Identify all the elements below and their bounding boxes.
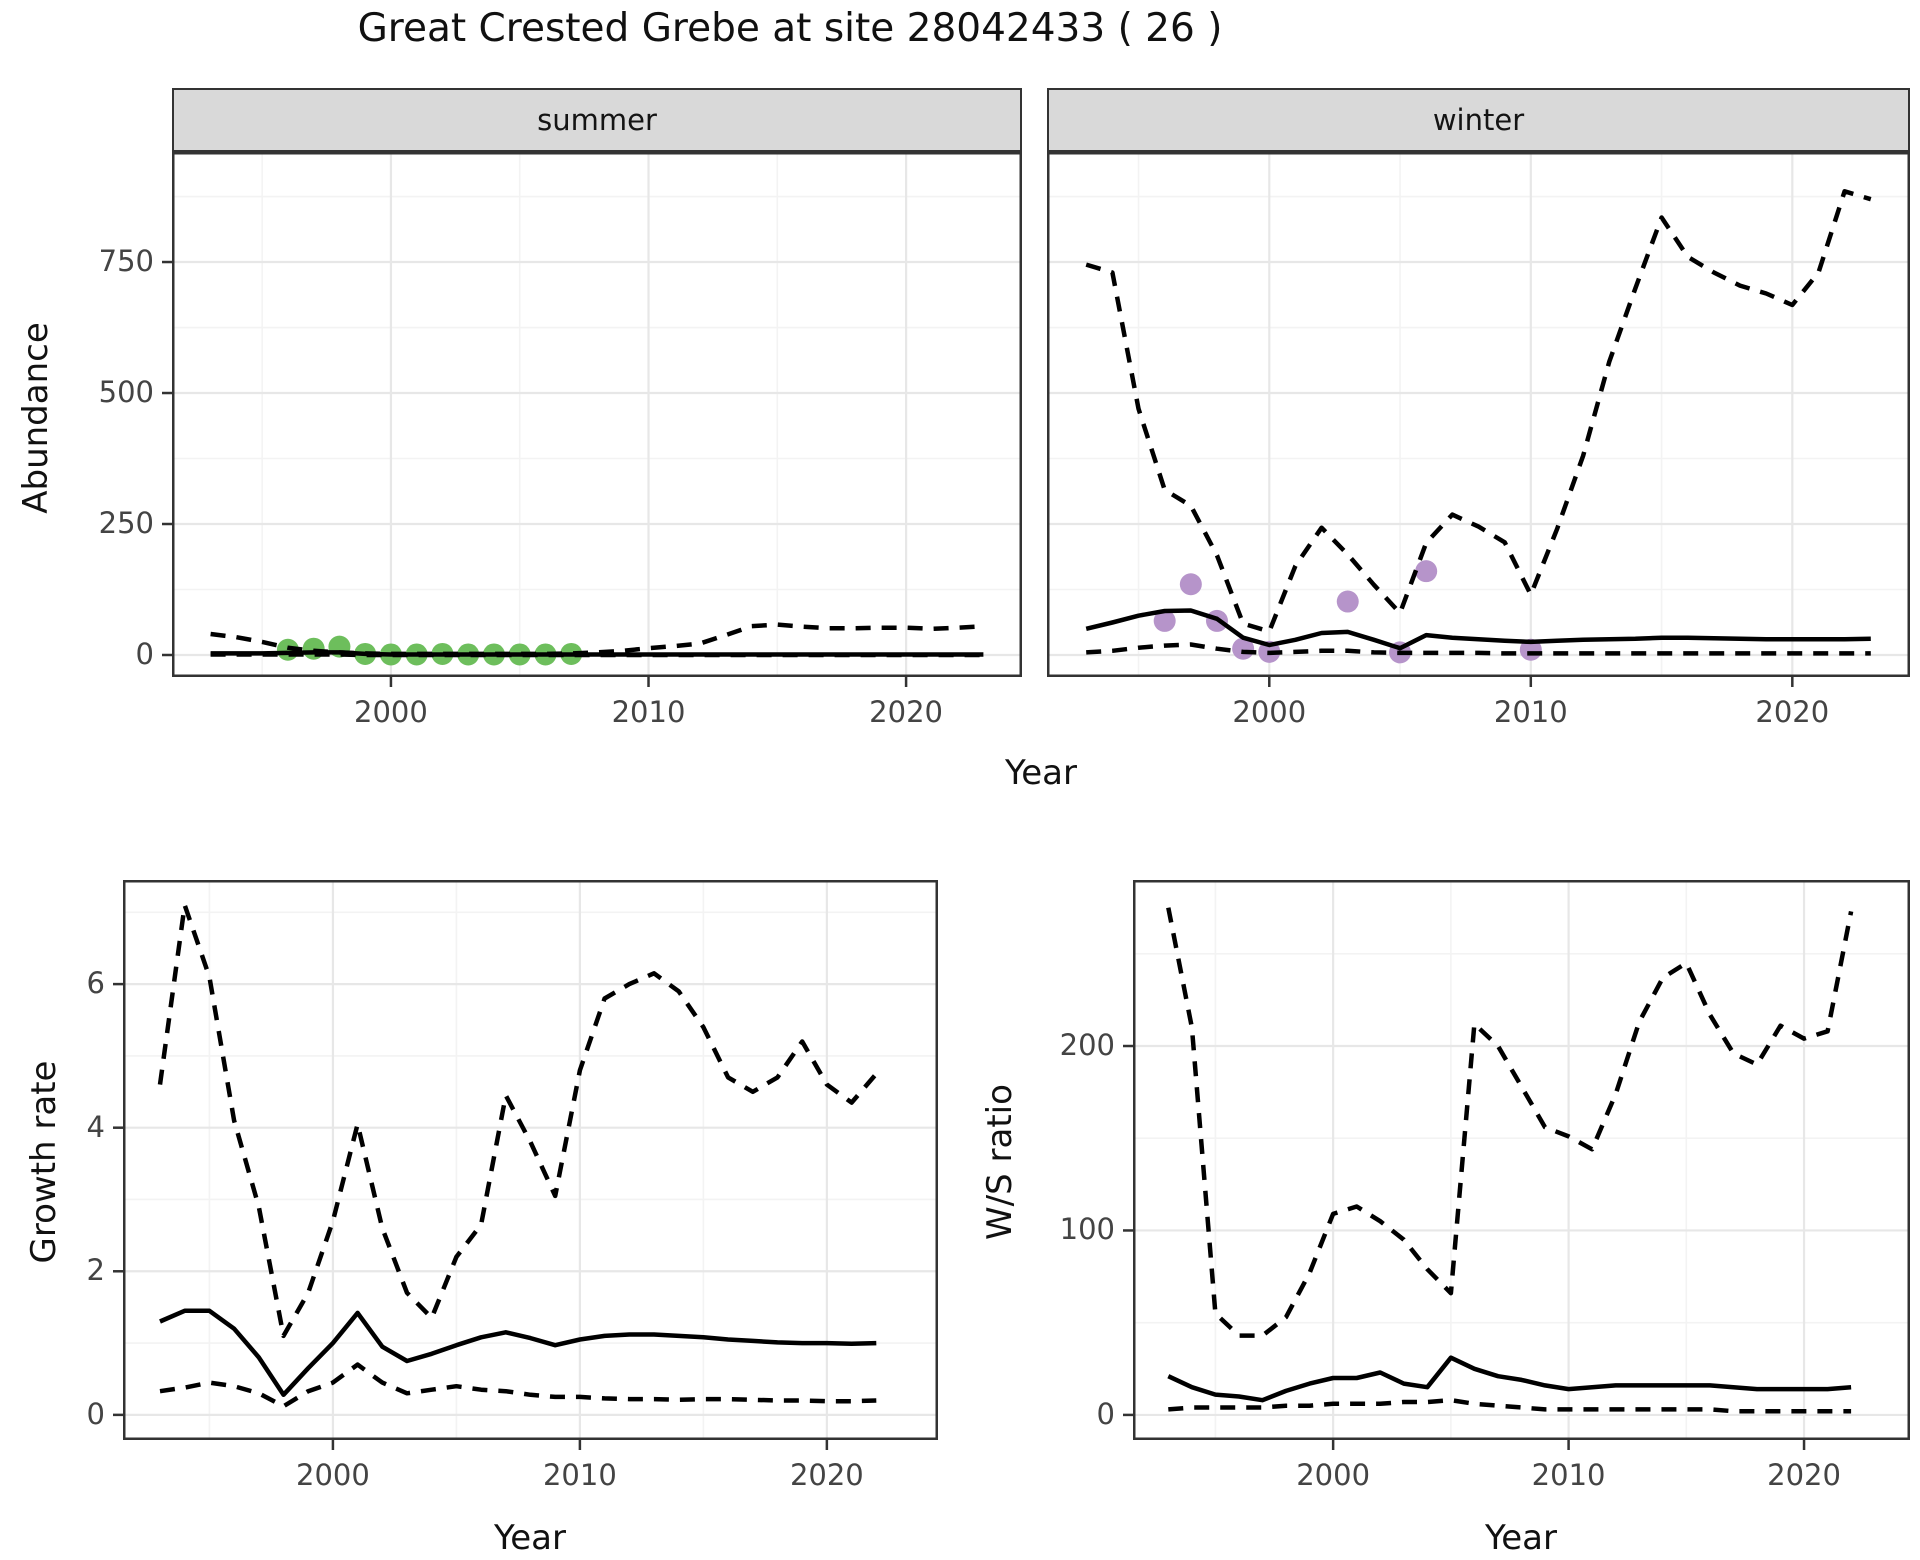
- x-tick-label: 2010: [611, 695, 686, 729]
- x-tick-label: 2020: [869, 695, 943, 729]
- y-tick-label: 500: [98, 375, 154, 410]
- series-upper-ci-line-summer: [210, 622, 984, 657]
- chart-title: Great Crested Grebe at site 28042433 ( 2…: [357, 6, 1223, 51]
- x-tick-label: 2010: [1493, 695, 1568, 729]
- x-tick-label: 2000: [296, 1458, 370, 1492]
- data-point-winter: [1153, 609, 1176, 632]
- series-lower-ci-line-winter: [1086, 642, 1871, 656]
- data-point-winter: [1415, 560, 1438, 583]
- y-tick-label: 6: [86, 966, 105, 1001]
- x-tick-label: 2010: [542, 1458, 617, 1492]
- x-axis-label-year-bottom-right: Year: [1485, 1518, 1557, 1558]
- x-tick-label: 2020: [789, 1458, 864, 1492]
- series-median-line-summer: [210, 650, 984, 657]
- panel-border: [123, 880, 938, 1440]
- x-tick-label: 2000: [354, 695, 428, 729]
- series-median-line-ws: [1167, 1355, 1852, 1403]
- y-axis-label-growth-rate: Growth rate: [24, 1060, 64, 1264]
- facet-strip-summer: summer: [172, 88, 1022, 152]
- y-tick-label: 4: [86, 1109, 105, 1144]
- data-point-winter: [1336, 590, 1359, 613]
- panel-growth-rate: [113, 880, 938, 1450]
- x-tick-label: 2020: [1755, 695, 1830, 729]
- panel-abundance-summer: [162, 152, 1022, 687]
- panel-ws-ratio: [1123, 880, 1910, 1450]
- y-tick-label: 0: [1096, 1396, 1115, 1431]
- x-axis-label-year-top: Year: [1005, 753, 1077, 793]
- y-tick-label: 750: [98, 244, 154, 279]
- facet-strip-winter: winter: [1047, 88, 1910, 152]
- data-point-winter: [1179, 573, 1202, 596]
- x-tick-label: 2020: [1767, 1458, 1841, 1492]
- y-tick-label: 250: [98, 506, 154, 540]
- y-tick-label: 0: [86, 1396, 105, 1431]
- x-axis-label-year-bottom-left: Year: [494, 1518, 566, 1558]
- x-tick-label: 2000: [1232, 695, 1307, 729]
- series-median-line-growth: [159, 1308, 877, 1398]
- y-tick-label: 100: [1059, 1212, 1115, 1247]
- facet-strip-winter-label: winter: [1432, 103, 1525, 137]
- series-median-line-winter: [1085, 608, 1871, 651]
- series-upper-ci-line-ws: [1166, 907, 1854, 1338]
- y-tick-label: 200: [1059, 1028, 1115, 1062]
- x-tick-label: 2000: [1296, 1458, 1371, 1492]
- facet-strip-summer-label: summer: [537, 103, 657, 137]
- series-upper-ci-line-growth: [157, 902, 879, 1339]
- x-tick-label: 2010: [1531, 1458, 1606, 1492]
- panel-border: [1133, 880, 1910, 1440]
- series-lower-ci-line-ws: [1168, 1397, 1852, 1414]
- panel-border: [1047, 152, 1910, 677]
- panel-abundance-winter: [1047, 152, 1910, 687]
- y-axis-label-abundance: Abundance: [16, 322, 56, 514]
- series-upper-ci-line-winter: [1085, 189, 1872, 634]
- y-tick-label: 2: [86, 1253, 105, 1288]
- y-tick-label: 0: [135, 636, 154, 671]
- panel-border: [172, 152, 1022, 677]
